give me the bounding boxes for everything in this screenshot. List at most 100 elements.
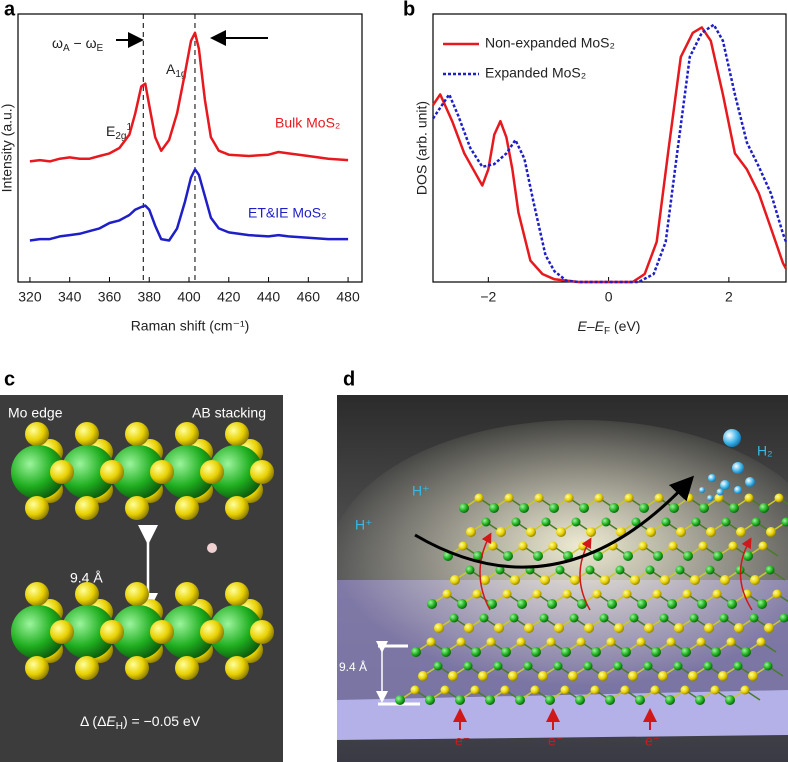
atom	[161, 605, 215, 659]
atom	[577, 599, 587, 609]
panel-c: c Mo edge AB stacking 9.4 Å Δ (ΔEH) = −0…	[0, 368, 283, 762]
atom	[209, 445, 263, 499]
atom	[645, 565, 655, 575]
atom	[510, 575, 520, 585]
atom	[563, 551, 573, 561]
atom	[518, 541, 528, 551]
atom	[100, 460, 124, 484]
atom	[465, 565, 475, 575]
atom	[651, 647, 661, 657]
atom	[615, 565, 625, 575]
x-tick-label: 460	[297, 289, 321, 305]
atom	[689, 613, 699, 623]
x-tick-label: 2	[725, 289, 733, 305]
atom	[125, 422, 149, 446]
atom	[75, 582, 99, 606]
atom	[11, 445, 65, 499]
atom	[659, 613, 669, 623]
text: 1g	[175, 69, 186, 80]
atom	[25, 656, 49, 680]
atom	[225, 656, 249, 680]
atom	[628, 671, 638, 681]
bubble	[699, 487, 705, 493]
atom	[175, 582, 199, 606]
atom	[638, 541, 648, 551]
atom	[765, 565, 775, 575]
atom	[697, 599, 707, 609]
atom	[225, 496, 249, 520]
plane	[337, 690, 788, 740]
atom	[481, 517, 491, 527]
panel-d: d H⁺ H⁺ H₂ 9.4 Å e⁻ e⁻ e⁻	[330, 368, 788, 762]
atom	[725, 695, 735, 705]
x-tick-label: 440	[257, 289, 281, 305]
atom	[457, 599, 467, 609]
atom	[639, 503, 649, 513]
atom	[646, 527, 656, 537]
atom	[466, 527, 476, 537]
atom	[418, 671, 428, 681]
atom	[728, 541, 738, 551]
atom	[654, 493, 664, 503]
atom	[478, 671, 488, 681]
x-tick-label: −2	[480, 289, 496, 305]
atom	[225, 422, 249, 446]
atom	[729, 503, 739, 513]
atom	[592, 589, 602, 599]
atom	[487, 599, 497, 609]
atom	[658, 671, 668, 681]
plot-frame	[17, 13, 363, 283]
atom	[434, 623, 444, 633]
atom	[586, 527, 596, 537]
atom	[605, 695, 615, 705]
atom	[61, 445, 115, 499]
atom	[488, 541, 498, 551]
atom	[425, 695, 435, 705]
atom	[751, 517, 761, 527]
atom	[464, 623, 474, 633]
atom	[669, 503, 679, 513]
atom	[459, 503, 469, 513]
x-axis-title: E–EF (eV)	[578, 318, 641, 337]
atom	[703, 661, 713, 671]
legend-label: Expanded MoS₂	[485, 65, 586, 81]
atom	[111, 605, 165, 659]
atom	[629, 613, 639, 623]
electron-label: e⁻	[548, 733, 563, 749]
atom	[517, 599, 527, 609]
atom	[516, 637, 526, 647]
atom	[25, 582, 49, 606]
atom	[175, 422, 199, 446]
atom	[653, 551, 663, 561]
atom	[200, 460, 224, 484]
atom	[631, 517, 641, 527]
atom	[594, 493, 604, 503]
atom	[741, 647, 751, 657]
atom	[601, 517, 611, 527]
atom	[676, 527, 686, 537]
atom	[666, 637, 676, 647]
atom	[734, 623, 744, 633]
atom	[674, 623, 684, 633]
atom	[772, 589, 782, 599]
atom	[526, 527, 536, 537]
atom	[555, 565, 565, 575]
atom	[750, 575, 760, 585]
atom	[175, 656, 199, 680]
atom	[561, 647, 571, 657]
panel-text: 9.4 Å	[70, 570, 103, 586]
atom	[690, 575, 700, 585]
series-line	[431, 26, 788, 284]
x-tick-label: 340	[58, 289, 82, 305]
panel-text: AB stacking	[192, 405, 266, 421]
atom	[448, 671, 458, 681]
atom	[433, 661, 443, 671]
atom	[593, 551, 603, 561]
atom	[515, 695, 525, 705]
reaction-arrow	[414, 475, 695, 569]
atom	[668, 541, 678, 551]
atom	[125, 496, 149, 520]
text: A	[63, 43, 70, 54]
atom	[584, 623, 594, 633]
atom	[111, 445, 165, 499]
